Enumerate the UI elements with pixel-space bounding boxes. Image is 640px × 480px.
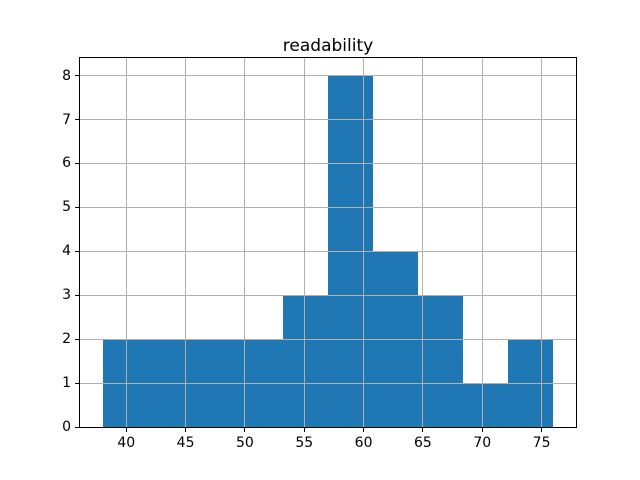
x-tick-mark xyxy=(363,428,365,432)
histogram-bar xyxy=(282,295,328,427)
horizontal-gridline xyxy=(80,119,576,120)
x-tick-label: 75 xyxy=(532,435,551,451)
grid-layer xyxy=(80,58,576,427)
x-tick-mark xyxy=(125,428,127,432)
vertical-gridline xyxy=(541,58,543,427)
horizontal-gridline xyxy=(80,294,576,296)
x-tick-mark xyxy=(541,428,543,432)
y-tick-mark xyxy=(75,119,79,120)
y-tick-mark xyxy=(75,338,79,340)
y-tick-label: 6 xyxy=(62,155,71,172)
y-tick-mark xyxy=(75,382,79,384)
y-tick-label: 5 xyxy=(62,199,71,216)
x-tick-mark xyxy=(481,428,483,432)
y-tick-label: 8 xyxy=(62,67,71,84)
x-tick-mark xyxy=(303,428,305,432)
x-tick-label: 45 xyxy=(176,435,195,451)
histogram-bar xyxy=(463,383,509,427)
histogram-bar xyxy=(418,295,464,427)
x-tick-label: 50 xyxy=(236,435,254,451)
chart-title: readability xyxy=(282,36,374,56)
x-tick-mark xyxy=(244,428,246,432)
y-tick-mark xyxy=(75,250,79,252)
horizontal-gridline xyxy=(80,250,576,252)
y-tick-label: 2 xyxy=(62,331,71,348)
y-tick-label: 7 xyxy=(62,111,71,128)
x-tick-label: 40 xyxy=(117,435,136,451)
vertical-gridline xyxy=(481,58,483,427)
x-tick-mark xyxy=(185,428,187,432)
x-tick-label: 55 xyxy=(295,435,314,451)
x-tick-mark xyxy=(422,428,424,432)
y-tick-mark xyxy=(75,294,79,296)
horizontal-gridline xyxy=(80,206,576,208)
x-tick-label: 65 xyxy=(414,435,432,451)
y-tick-mark xyxy=(75,162,79,164)
horizontal-gridline xyxy=(80,75,576,77)
y-tick-mark xyxy=(75,426,79,428)
y-tick-label: 4 xyxy=(62,243,71,260)
vertical-gridline xyxy=(303,58,305,427)
y-tick-label: 3 xyxy=(62,287,71,304)
y-tick-label: 0 xyxy=(62,419,71,435)
x-tick-label: 70 xyxy=(473,435,492,451)
vertical-gridline xyxy=(244,58,246,427)
plot-area xyxy=(79,57,577,428)
y-tick-mark xyxy=(75,206,79,208)
vertical-gridline xyxy=(125,58,127,427)
horizontal-gridline xyxy=(80,338,576,340)
y-tick-mark xyxy=(75,75,79,77)
vertical-gridline xyxy=(422,58,424,427)
x-tick-label: 60 xyxy=(354,435,373,451)
horizontal-gridline xyxy=(80,162,576,164)
horizontal-gridline xyxy=(80,382,576,384)
y-tick-label: 1 xyxy=(62,375,71,392)
vertical-gridline xyxy=(185,58,187,427)
vertical-gridline xyxy=(363,58,365,427)
